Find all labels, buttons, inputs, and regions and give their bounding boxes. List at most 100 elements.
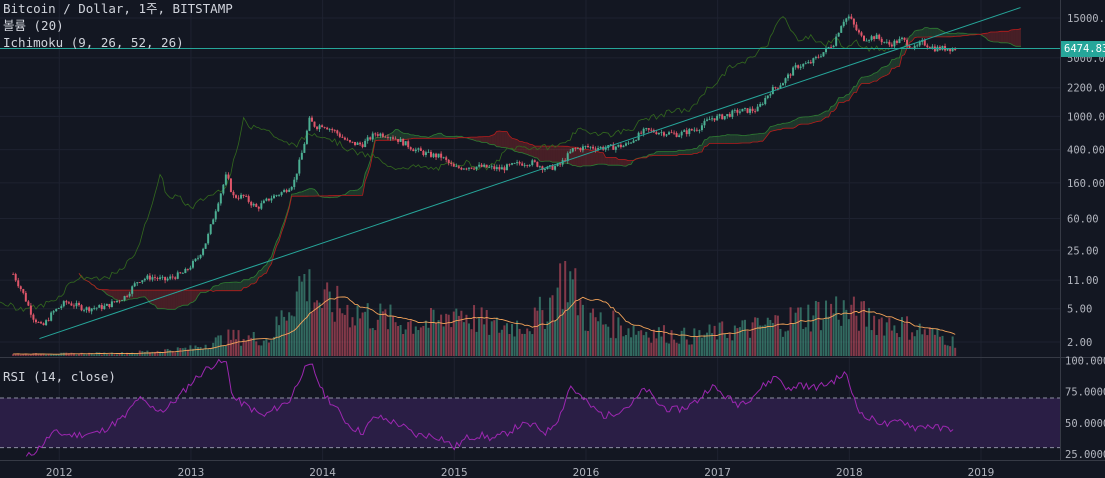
cloud-segment [365,167,368,182]
cloud-segment [788,121,791,129]
volume-bar [341,313,344,356]
candle-body [467,167,470,169]
candle-body [857,30,860,33]
cloud-segment [509,135,513,150]
cloud-segment [441,133,444,139]
candle-body [523,165,526,166]
volume-bar [47,354,50,356]
volume-bar [159,351,162,356]
candle-body [860,32,863,36]
cloud-segment [995,31,999,43]
cloud-segment [782,123,786,129]
volume-bar [619,325,622,356]
cloud-segment [608,157,611,166]
candle-body [928,47,931,49]
cloud-segment [522,141,525,154]
volume-bar [647,337,650,356]
volume-bar [483,324,486,356]
cloud-segment [838,97,842,103]
cloud-segment [170,290,173,310]
volume-bar [680,330,683,356]
cloud-segment [803,116,806,125]
cloud-segment [603,152,606,165]
volume-bar [789,307,792,356]
cloud-segment [625,159,629,167]
candle-body [217,203,220,212]
candle-body [171,276,174,278]
cloud-segment [430,134,434,139]
volume-bar [949,346,952,356]
cloud-segment [355,190,358,196]
cloud-segment [775,124,778,131]
volume-bar [467,323,470,356]
candle-body [356,142,359,145]
volume-bar [495,317,498,356]
price-tick-label: 5.00 [1067,304,1092,316]
candle-body [326,127,329,130]
candle-body [695,129,698,131]
volume-bar [804,327,807,356]
volume-bar [754,317,757,356]
candle-body [197,257,200,259]
candle-body [40,322,43,324]
volume-bar [500,329,503,356]
candle-body [336,130,339,134]
cloud-segment [529,144,533,157]
volume-bar [29,354,32,356]
candle-body [62,301,65,307]
volume-bar [445,313,448,356]
cloud-segment [618,159,621,166]
candle-body [27,301,30,306]
volume-bar [407,322,410,356]
candle-body [609,144,612,146]
candle-body [240,194,243,199]
volume-bar [657,327,660,356]
cloud-segment [901,46,905,56]
candle-body [754,110,757,112]
volume-bar [624,334,627,356]
volume-bar [513,336,516,356]
candle-body [414,149,417,152]
candle-body [787,74,790,79]
volume-bar [55,354,58,356]
cloud-segment [380,136,383,141]
cloud-segment [620,159,624,166]
volume-bar [184,347,187,356]
volume-bar [389,304,392,356]
volume-bar [860,301,863,356]
cloud-segment [755,133,758,143]
candle-body [657,132,660,135]
volume-bar [323,289,326,356]
volume-bar [212,342,215,356]
candle-body [814,56,817,59]
volume-bar [764,324,767,356]
volume-bar [402,334,405,356]
candle-body [498,167,501,170]
volume-bar [295,291,298,356]
candle-body [809,62,812,64]
cloud-segment [998,31,1001,43]
candle-body [412,149,415,152]
candle-body [526,165,529,166]
volume-bar [832,313,835,356]
volume-bar [361,312,364,356]
rsi-line [25,358,954,457]
volume-bar [933,334,936,356]
candle-body [457,166,460,168]
candle-body [779,85,782,89]
volume-bar [437,320,440,356]
volume-bar [868,307,871,356]
candle-body [678,135,681,137]
volume-bar [186,349,189,356]
cloud-segment [387,133,391,141]
candle-body [465,168,468,170]
candle-body [741,108,744,112]
candle-body [700,125,703,131]
candle-body [366,137,369,141]
candle-body [516,162,519,164]
cloud-segment [225,282,229,291]
candle-body [148,275,151,280]
candle-body [288,189,291,192]
volume-bar [371,327,374,356]
volume-bar [584,330,587,356]
